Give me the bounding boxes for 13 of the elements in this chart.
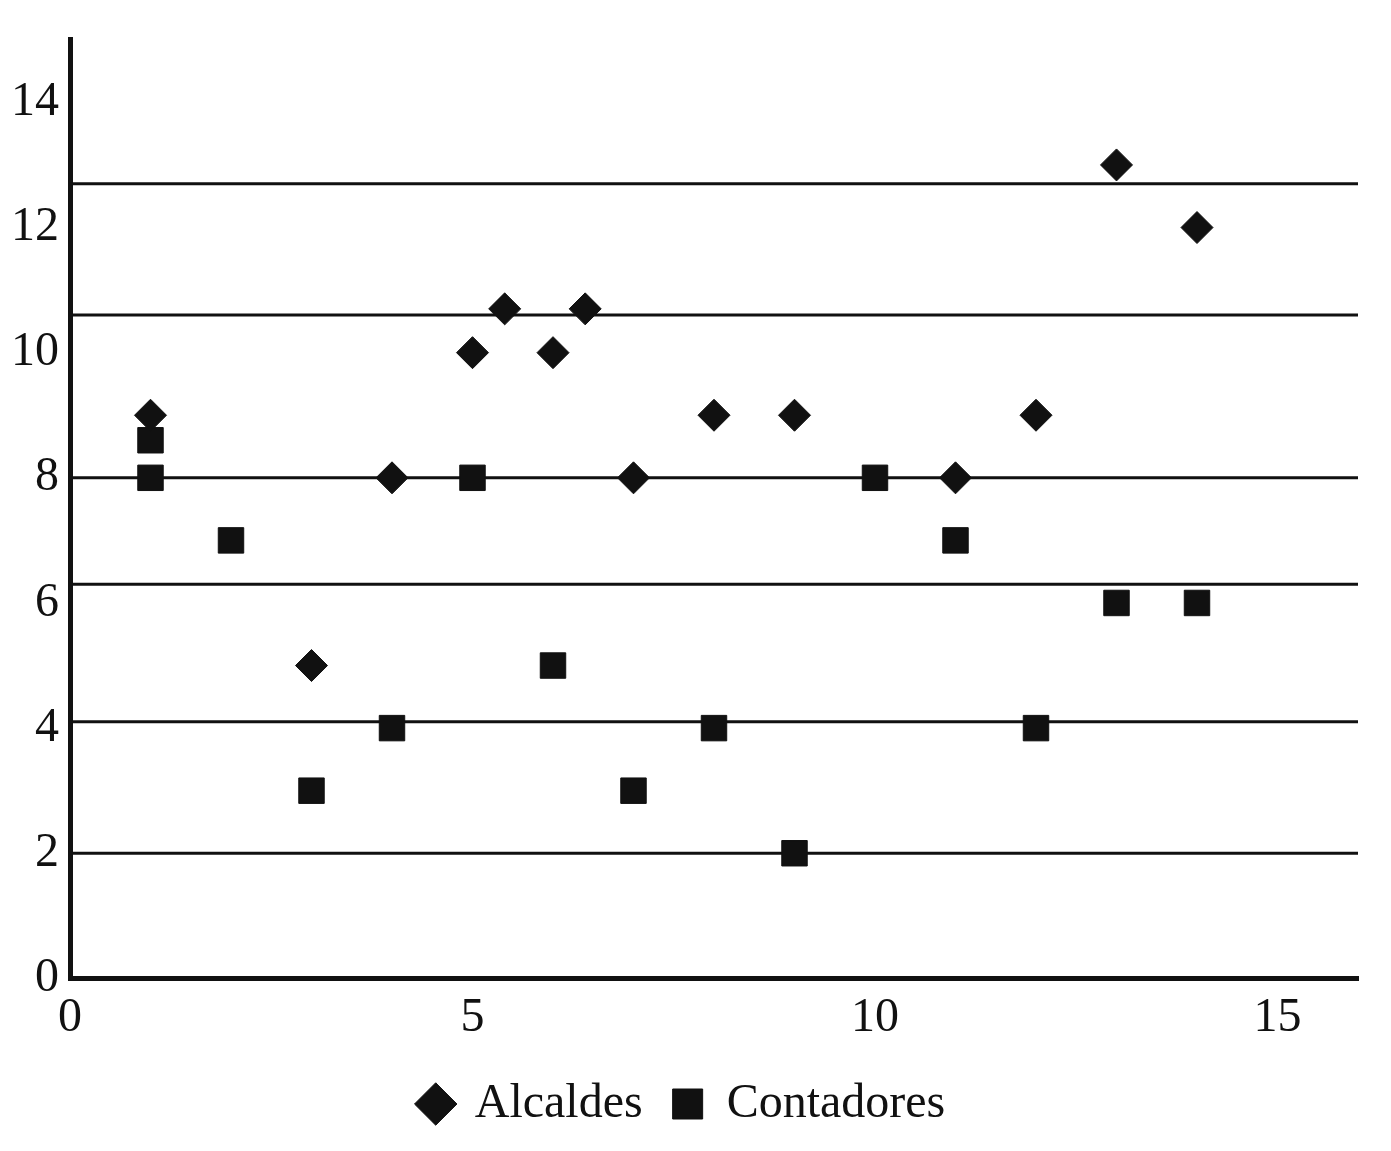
- y-tick-label: 12: [11, 197, 59, 251]
- x-tick-label: 10: [851, 987, 899, 1041]
- y-tick-label: 14: [11, 71, 59, 125]
- x-tick-label: 5: [460, 987, 485, 1041]
- y-tick-label: 4: [35, 697, 59, 751]
- y-tick-label: 6: [35, 572, 59, 626]
- legend-label: Contadores: [726, 1073, 946, 1127]
- x-tick-label: 15: [1253, 987, 1302, 1041]
- y-tick-label: 2: [35, 822, 59, 876]
- legend-label: Alcaldes: [474, 1073, 643, 1127]
- y-tick-label: 8: [35, 447, 59, 501]
- y-tick-label: 0: [35, 948, 59, 1002]
- y-tick-label: 10: [11, 322, 59, 376]
